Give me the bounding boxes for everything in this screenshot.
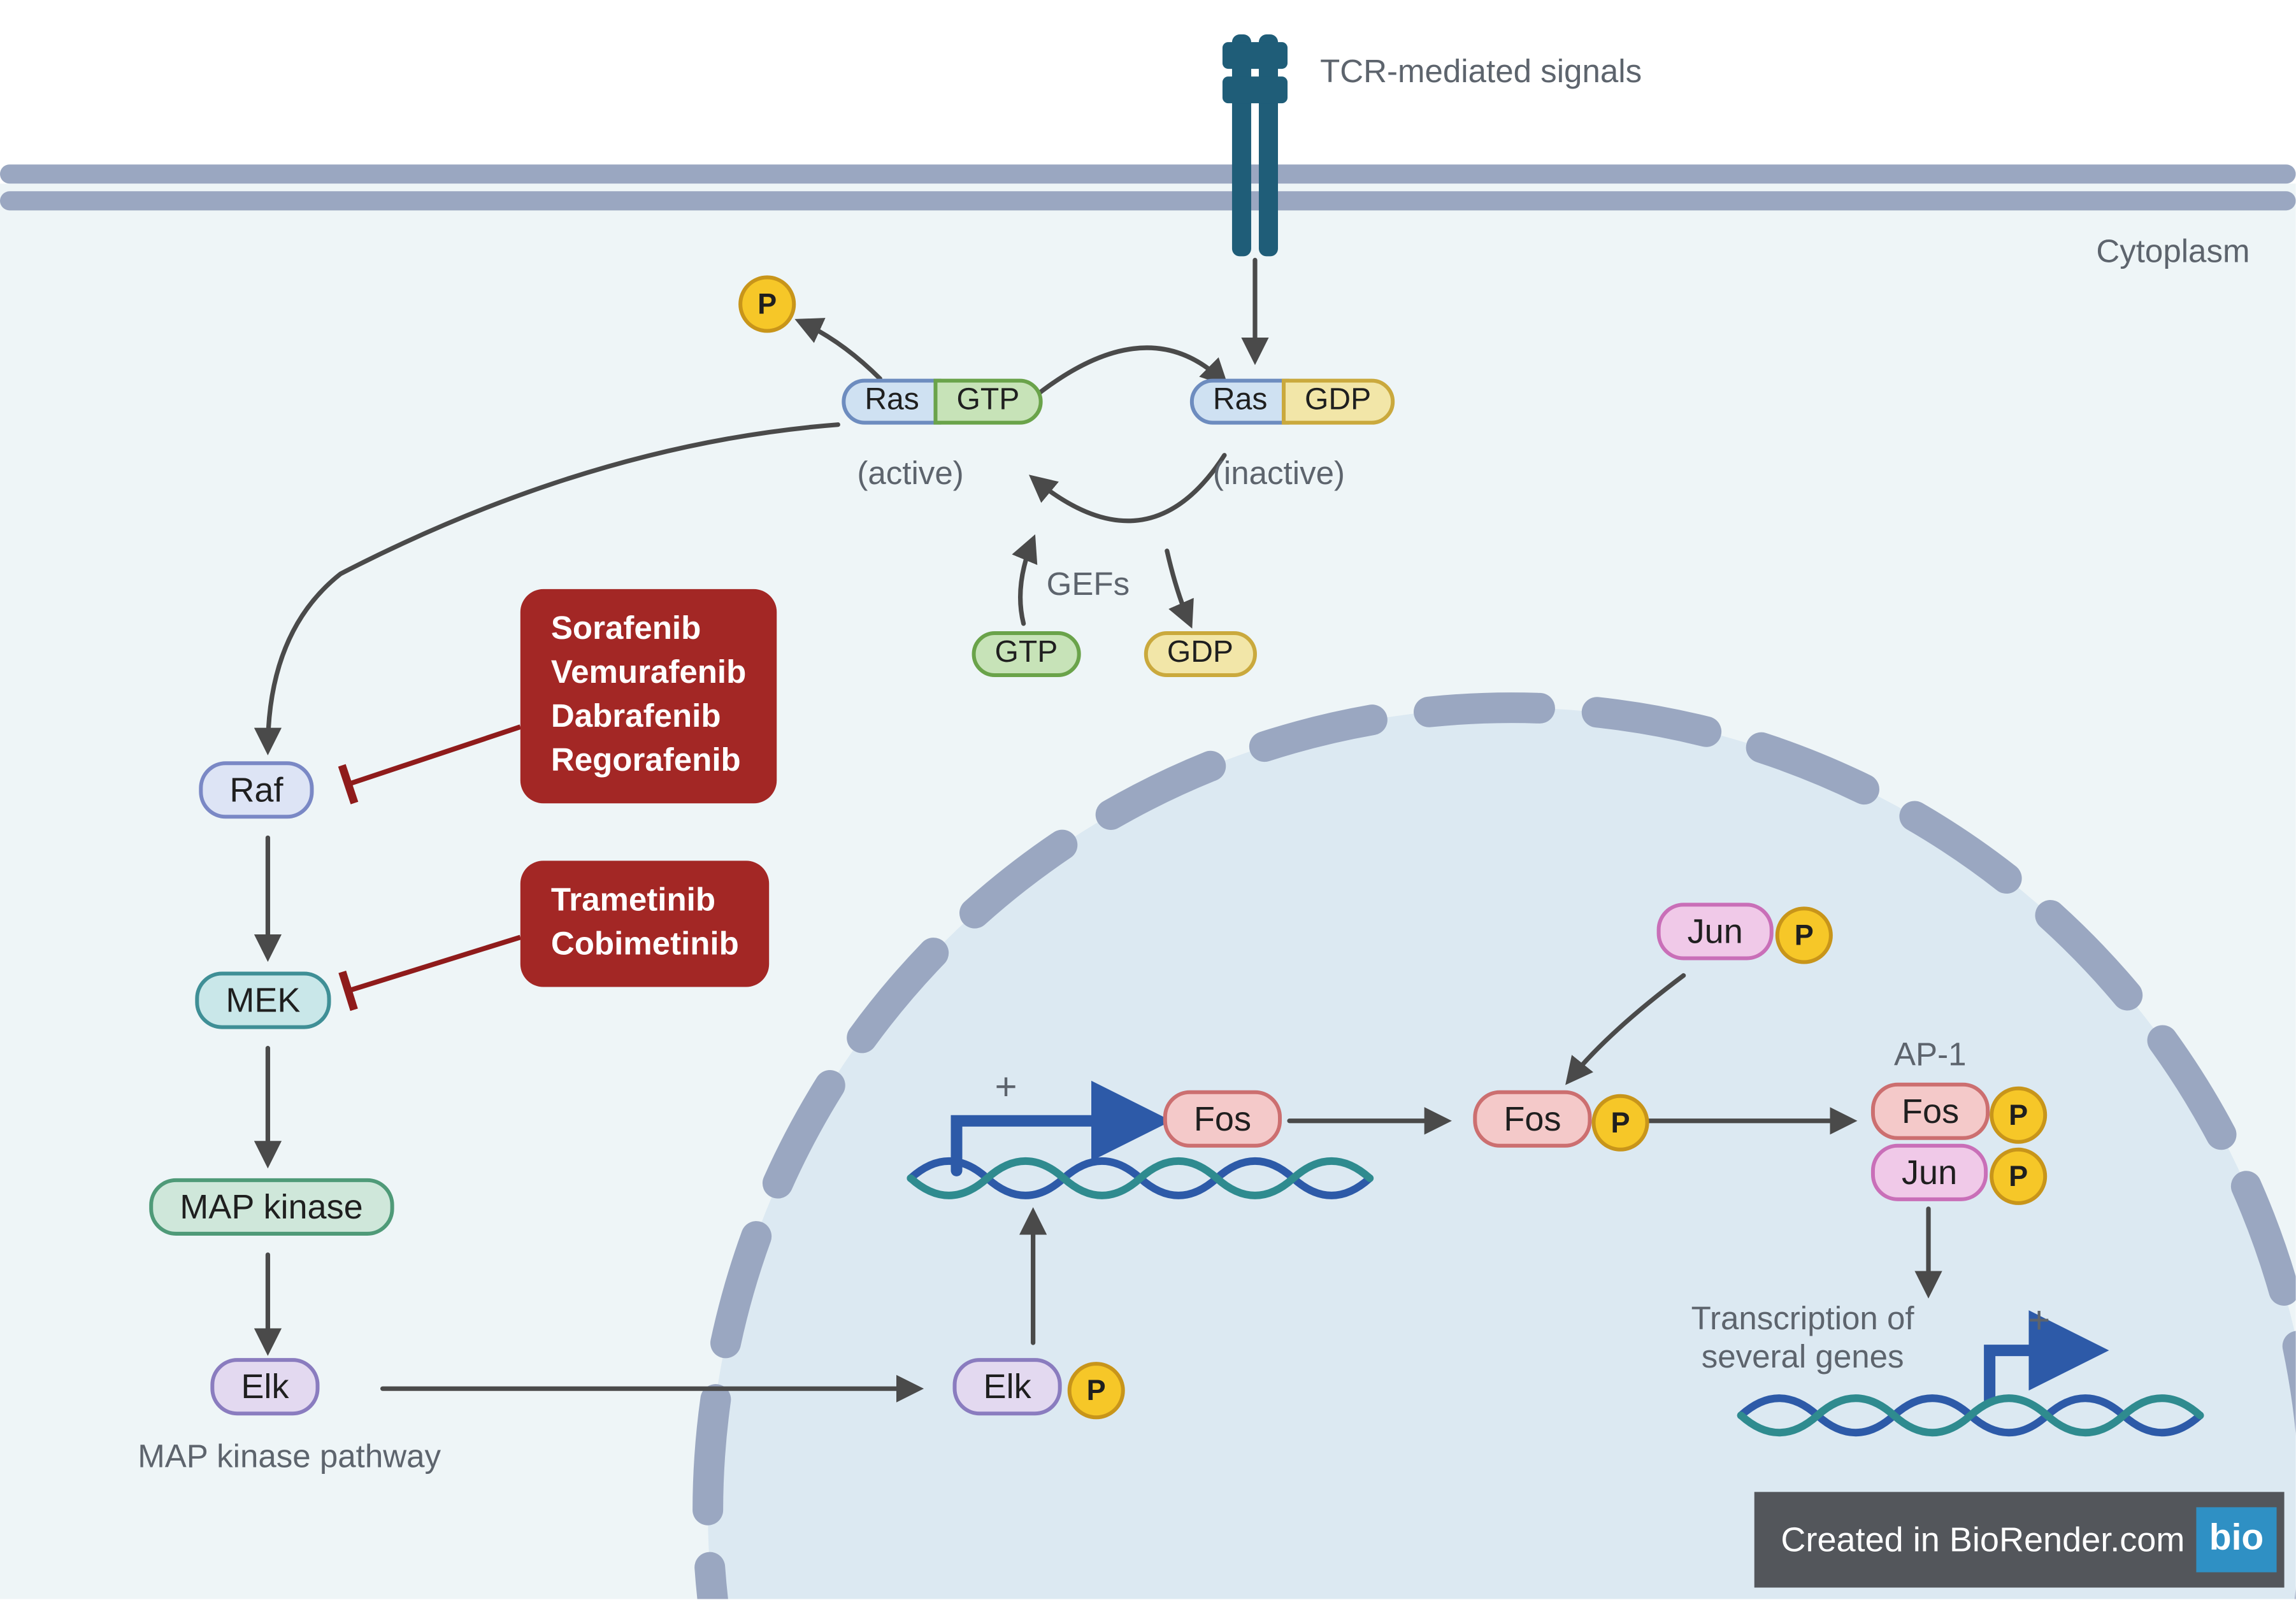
p-glyph: P xyxy=(757,288,777,320)
diagram-canvas xyxy=(0,0,2296,1599)
raf-inhibitors-box: SorafenibVemurafenibDabrafenibRegorafeni… xyxy=(520,589,777,803)
phosphate-icon: P xyxy=(738,275,796,332)
p-glyph: P xyxy=(1611,1106,1630,1139)
ras-inactive: Ras xyxy=(1190,379,1291,425)
pathway-label: MAP kinase pathway xyxy=(138,1438,441,1476)
ras-active-text: Ras xyxy=(865,387,919,417)
cytoplasm-label: Cytoplasm xyxy=(2096,233,2249,271)
elk-text: Elk xyxy=(241,1369,289,1404)
fos2-text: Fos xyxy=(1503,1102,1561,1136)
gtp-free: GTP xyxy=(972,631,1081,677)
mek-inhibitors-box: TrametinibCobimetinib xyxy=(520,861,770,987)
ras-inactive-text: Ras xyxy=(1213,387,1267,417)
phosphate-icon: P xyxy=(1990,1148,2047,1205)
fos-phospho: Fos xyxy=(1473,1090,1591,1148)
gdp-bound: GDP xyxy=(1282,379,1394,425)
elk-phospho: Elk xyxy=(952,1358,1061,1415)
tcr-label: TCR-mediated signals xyxy=(1320,54,1642,92)
drug-name: Regorafenib xyxy=(551,740,746,784)
drug-name: Vemurafenib xyxy=(551,652,746,696)
phosphate-icon: P xyxy=(1591,1094,1649,1152)
gtp-bound-text: GTP xyxy=(957,387,1020,417)
ap1-label: AP-1 xyxy=(1894,1037,1967,1075)
jun2-text: Jun xyxy=(1902,1155,1957,1190)
plus2-label: + xyxy=(2028,1301,2050,1345)
drug-name: Cobimetinib xyxy=(551,924,739,968)
phosphate-icon: P xyxy=(1068,1362,1125,1419)
raf-text: Raf xyxy=(229,773,283,807)
jun: Jun xyxy=(1657,903,1774,960)
phosphate-icon: P xyxy=(1776,906,1833,964)
elk2-text: Elk xyxy=(984,1369,1031,1404)
map-kinase: MAP kinase xyxy=(149,1178,394,1236)
biorender-logo-text: bio xyxy=(2209,1518,2264,1561)
biorender-logo-icon: bio xyxy=(2196,1507,2276,1572)
transcription-label: Transcription of several genes xyxy=(1691,1301,1914,1377)
gtp-bound: GTP xyxy=(933,379,1042,425)
mek-text: MEK xyxy=(226,983,300,1018)
p-glyph: P xyxy=(1795,919,1814,952)
gtp-free-text: GTP xyxy=(995,639,1058,669)
gdp-free-text: GDP xyxy=(1167,639,1233,669)
gefs-label: GEFs xyxy=(1047,566,1130,604)
ras-active: Ras xyxy=(842,379,942,425)
jun1-text: Jun xyxy=(1688,914,1743,948)
p-glyph: P xyxy=(2009,1099,2028,1131)
fos-ap1: Fos xyxy=(1871,1083,1990,1140)
jun-ap1: Jun xyxy=(1871,1144,1988,1201)
mapk-text: MAP kinase xyxy=(180,1190,362,1224)
biorender-badge: Created in BioRender.com bio xyxy=(1754,1492,2284,1587)
raf: Raf xyxy=(199,761,313,818)
inactive-label: (inactive) xyxy=(1213,455,1345,494)
gdp-free: GDP xyxy=(1144,631,1256,677)
drug-name: Sorafenib xyxy=(551,608,746,652)
fos: Fos xyxy=(1163,1090,1282,1148)
drug-name: Dabrafenib xyxy=(551,696,746,740)
mek: MEK xyxy=(195,972,331,1029)
gdp-bound-text: GDP xyxy=(1305,387,1371,417)
elk: Elk xyxy=(210,1358,319,1415)
biorender-text: Created in BioRender.com xyxy=(1781,1520,2185,1560)
phosphate-icon: P xyxy=(1990,1087,2047,1144)
fos1-text: Fos xyxy=(1194,1102,1251,1136)
p-glyph: P xyxy=(2009,1160,2028,1192)
drug-name: Trametinib xyxy=(551,880,739,924)
fos3-text: Fos xyxy=(1902,1094,1959,1129)
plus1-label: + xyxy=(995,1068,1017,1111)
p-glyph: P xyxy=(1087,1375,1106,1407)
active-label: (active) xyxy=(857,455,963,494)
